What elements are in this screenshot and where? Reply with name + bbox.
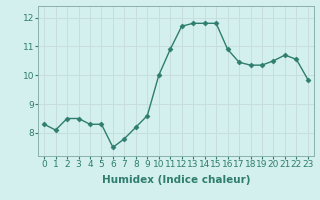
X-axis label: Humidex (Indice chaleur): Humidex (Indice chaleur) (102, 175, 250, 185)
